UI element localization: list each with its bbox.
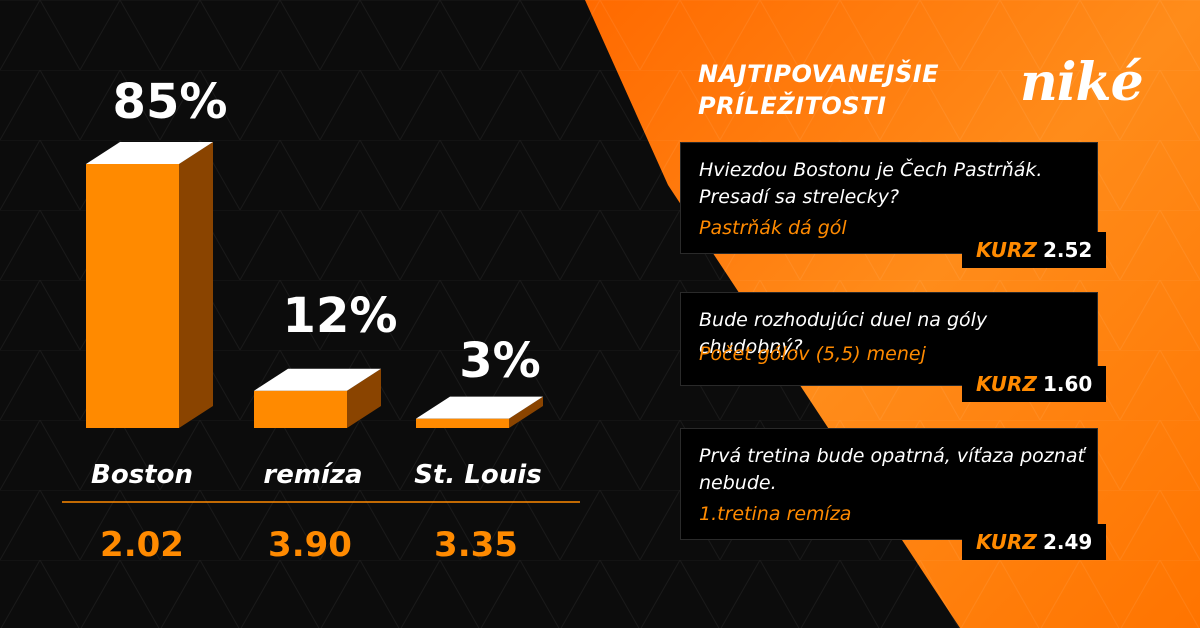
odds-value: 2.49 [1042,530,1093,554]
odds-label: KURZ [976,530,1037,554]
category-label-stlouis: St. Louis [414,460,541,490]
bar-top-remiza [254,368,381,391]
bars-group [86,142,543,428]
bar-side-boston [179,142,213,428]
tip-question: Prvá tretina bude opatrná, víťaza poznať… [699,445,1085,494]
odds-box-2[interactable]: KURZ 1.60 [962,366,1107,402]
odds-value: 2.52 [1042,238,1093,262]
odds-remiza: 3.90 [268,525,352,565]
odds-stlouis: 3.35 [434,525,518,565]
bar-chart: 85% 12% 3% Boston remíza St. Louis 2.02 … [62,74,580,565]
value-label-boston: 85% [113,74,228,130]
headline-line2: PRÍLEŽITOSTI [698,92,887,120]
tip-pick: Počet gólov (5,5) menej [699,343,926,365]
category-label-remiza: remíza [263,460,362,490]
value-label-remiza: 12% [283,288,398,344]
odds-box-1[interactable]: KURZ 2.52 [962,232,1107,268]
nike-logo: niké [1020,52,1144,113]
odds-label: KURZ [976,372,1037,396]
odds-value: 1.60 [1042,372,1093,396]
category-label-boston: Boston [91,460,193,490]
bar-front-stlouis [416,418,509,428]
headline: NAJTIPOVANEJŠIE PRÍLEŽITOSTI [698,58,939,122]
tip-card-3[interactable]: Prvá tretina bude opatrná, víťaza poznať… [680,428,1098,540]
odds-label: KURZ [976,238,1037,262]
bar-front-remiza [254,390,347,428]
odds-box-3[interactable]: KURZ 2.49 [962,524,1107,560]
bar-top-boston [86,142,213,164]
value-label-stlouis: 3% [459,333,541,389]
odds-boston: 2.02 [100,525,184,565]
tip-question: Bude rozhodujúci duel na góly chudobný? [699,309,988,358]
bar-side-stlouis [509,396,543,428]
tip-pick: Pastrňák dá gól [699,217,847,239]
bar-top-stlouis [416,396,543,419]
tip-pick: 1.tretina remíza [699,503,852,525]
bar-side-remiza [347,368,381,428]
tip-question: Hviezdou Bostonu je Čech Pastrňák. Presa… [699,159,1043,208]
headline-line1: NAJTIPOVANEJŠIE [698,60,940,88]
bar-front-boston [86,164,179,428]
